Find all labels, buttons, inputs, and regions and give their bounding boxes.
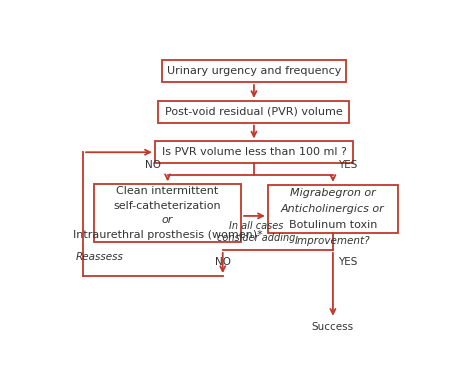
FancyBboxPatch shape <box>268 185 398 233</box>
Text: Reassess: Reassess <box>76 252 124 262</box>
Text: NO: NO <box>215 257 231 267</box>
Text: Is PVR volume less than 100 ml ?: Is PVR volume less than 100 ml ? <box>162 147 346 157</box>
Text: Improvement?: Improvement? <box>295 236 371 246</box>
Text: Urinary urgency and frequency: Urinary urgency and frequency <box>167 66 341 76</box>
Text: Anticholinergics or: Anticholinergics or <box>281 204 385 214</box>
Text: YES: YES <box>338 257 357 267</box>
FancyBboxPatch shape <box>94 184 241 242</box>
Text: YES: YES <box>338 159 357 170</box>
Text: Clean intermittent: Clean intermittent <box>117 186 219 196</box>
FancyBboxPatch shape <box>155 141 353 163</box>
Text: Migrabegron or: Migrabegron or <box>290 188 376 198</box>
FancyBboxPatch shape <box>162 60 346 82</box>
Text: Botulinum toxin: Botulinum toxin <box>289 220 377 230</box>
FancyBboxPatch shape <box>158 101 349 123</box>
Text: In all cases
consider adding: In all cases consider adding <box>217 221 295 243</box>
Text: Success: Success <box>312 321 354 332</box>
Text: self-catheterization: self-catheterization <box>114 201 221 211</box>
Text: Intraurethral prosthesis (women)*: Intraurethral prosthesis (women)* <box>73 230 263 240</box>
Text: or: or <box>162 215 173 225</box>
Text: Post-void residual (PVR) volume: Post-void residual (PVR) volume <box>165 107 343 117</box>
Text: NO: NO <box>145 159 161 170</box>
